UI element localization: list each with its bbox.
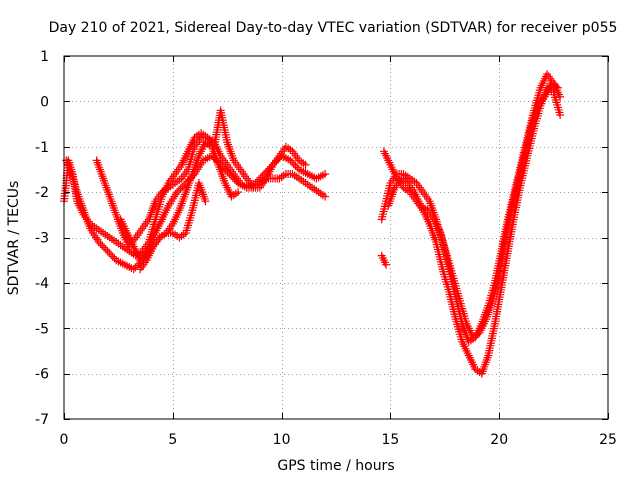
data-point	[227, 171, 236, 180]
x-tick-label: 25	[599, 432, 617, 448]
data-point	[256, 173, 265, 182]
y-tick-label: -1	[35, 140, 49, 156]
data-point	[107, 250, 116, 259]
chart-title: Day 210 of 2021, Sidereal Day-to-day VTE…	[49, 20, 618, 36]
x-tick-label: 0	[60, 432, 69, 448]
data-point	[174, 186, 183, 195]
y-tick-label: -5	[35, 321, 49, 337]
data-point	[98, 241, 107, 250]
plot-frame	[63, 55, 609, 420]
data-point	[288, 158, 297, 167]
y-tick-label: -3	[35, 231, 49, 247]
x-tick-label: 10	[273, 432, 291, 448]
y-tick-label: -4	[35, 276, 49, 292]
y-tick-label: 0	[40, 94, 49, 110]
data-point	[321, 192, 330, 201]
data-point	[100, 243, 109, 252]
data-point	[321, 169, 330, 178]
data-point	[96, 239, 105, 248]
data-point	[254, 175, 263, 184]
data-point	[291, 161, 300, 170]
data-point	[101, 245, 110, 254]
data-point	[176, 184, 185, 193]
data-point	[556, 110, 565, 119]
y-tick-label: -2	[35, 185, 49, 201]
data-point	[221, 166, 230, 175]
data-point	[225, 169, 234, 178]
data-point	[286, 156, 295, 165]
y-axis-label: SDTVAR / TECUs	[6, 181, 22, 296]
data-point	[108, 252, 117, 261]
data-point	[234, 188, 243, 197]
data-point	[289, 159, 298, 168]
data-point	[173, 188, 182, 197]
data-point	[553, 83, 562, 92]
data-point	[103, 247, 112, 256]
data-point	[223, 168, 232, 177]
grid-lines	[64, 56, 608, 419]
x-tick-label: 5	[168, 432, 177, 448]
y-tick-label: 1	[40, 49, 49, 65]
data-point	[105, 248, 114, 257]
x-axis-label: GPS time / hours	[277, 458, 394, 474]
x-tick-label: 20	[490, 432, 508, 448]
data-point	[230, 175, 239, 184]
data-point	[94, 238, 103, 247]
y-tick-label: -6	[35, 367, 49, 383]
data-point	[228, 173, 237, 182]
data-point	[201, 197, 210, 206]
data-points	[60, 70, 565, 378]
data-point	[301, 160, 310, 169]
data-point	[382, 260, 391, 269]
data-point	[178, 182, 187, 191]
x-tick-label: 15	[381, 432, 399, 448]
y-tick-label: -7	[35, 412, 49, 428]
